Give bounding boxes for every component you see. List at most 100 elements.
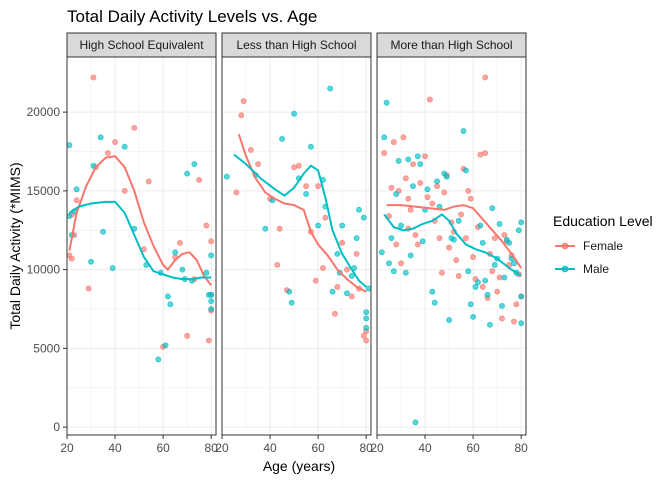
data-point <box>518 293 525 300</box>
legend-title: Education Level <box>553 213 653 229</box>
data-point <box>274 261 281 268</box>
legend-label: Male <box>583 262 609 276</box>
data-point <box>451 236 457 243</box>
smooth-line-female <box>68 155 212 287</box>
data-point <box>85 285 92 292</box>
data-point <box>179 266 186 273</box>
data-point <box>405 156 412 163</box>
data-point <box>496 221 503 227</box>
data-point <box>388 235 395 242</box>
data-point <box>288 299 295 306</box>
data-point <box>223 173 230 180</box>
data-point <box>329 288 336 295</box>
data-point <box>339 239 346 246</box>
data-point <box>446 244 452 251</box>
data-point <box>501 274 508 281</box>
y-tick-label: 0 <box>53 420 60 434</box>
data-point <box>417 161 424 167</box>
data-point <box>381 150 388 156</box>
x-axis-less-than-high-school: 20 40 60 80 <box>215 435 373 455</box>
data-point <box>410 183 416 190</box>
data-point <box>390 139 397 145</box>
data-point <box>208 252 215 259</box>
data-point <box>100 228 106 235</box>
data-point <box>518 320 525 327</box>
data-point <box>177 239 183 246</box>
data-point <box>363 315 370 322</box>
smooth-line-female <box>237 133 367 293</box>
data-point <box>363 337 370 344</box>
data-point <box>344 290 350 297</box>
data-point <box>393 191 400 197</box>
data-point <box>383 99 390 106</box>
data-point <box>496 274 503 281</box>
smooth-line-male <box>383 213 522 277</box>
data-point <box>363 324 370 331</box>
data-point <box>412 232 419 238</box>
y-axis-title: Total Daily Activity (*MIMS) <box>7 162 23 329</box>
x-tick-label: 60 <box>156 441 170 455</box>
data-point <box>320 265 326 271</box>
y-axis: 0 5000 10000 15000 20000 <box>27 105 67 434</box>
data-point <box>66 142 73 149</box>
data-point <box>417 180 424 186</box>
data-point <box>262 225 269 232</box>
data-point <box>494 288 501 295</box>
grid-lines <box>376 57 526 435</box>
data-point <box>467 195 474 202</box>
data-point <box>511 260 517 267</box>
data-point <box>162 342 169 349</box>
data-point <box>184 170 191 177</box>
data-point <box>482 74 489 81</box>
data-point <box>121 143 128 150</box>
data-point <box>434 178 440 185</box>
data-point <box>518 219 525 226</box>
data-point <box>499 315 505 322</box>
x-tick-label: 20 <box>215 441 229 455</box>
data-point <box>419 238 426 245</box>
chart-title: Total Daily Activity Levels vs. Age <box>67 7 317 26</box>
panel-border <box>221 56 372 436</box>
data-point <box>390 268 397 275</box>
x-tick-label: 20 <box>60 441 74 455</box>
data-point <box>112 139 118 145</box>
series-female-points <box>233 98 370 344</box>
data-point <box>513 301 520 308</box>
data-point <box>327 85 334 92</box>
data-point <box>167 301 174 308</box>
x-axis-title: Age (years) <box>263 458 335 474</box>
data-point <box>378 249 385 256</box>
data-point <box>501 232 508 238</box>
smooth-line-male <box>233 153 367 288</box>
data-point <box>460 128 467 134</box>
x-axis-high-school-equivalent: 20 40 60 80 <box>60 435 218 455</box>
data-point <box>414 241 421 248</box>
data-point <box>477 222 484 229</box>
data-point <box>308 143 314 150</box>
data-point <box>491 261 498 268</box>
data-point <box>66 213 73 219</box>
data-point <box>88 258 94 265</box>
x-tick-label: 20 <box>370 441 384 455</box>
y-tick-label: 5000 <box>33 341 60 355</box>
legend-key-point <box>561 265 569 273</box>
y-tick-label: 10000 <box>27 263 61 277</box>
data-point <box>360 332 367 339</box>
data-point <box>356 206 362 213</box>
data-point <box>422 153 428 160</box>
data-point <box>470 313 477 320</box>
data-point <box>208 298 215 305</box>
data-point <box>322 214 329 221</box>
data-point <box>332 310 338 317</box>
series-male-points <box>378 99 525 426</box>
data-point <box>499 302 505 309</box>
data-point <box>353 250 360 257</box>
data-point <box>402 175 409 182</box>
data-point <box>196 176 203 183</box>
data-point <box>348 273 355 279</box>
data-point <box>233 189 240 196</box>
data-point <box>208 291 215 298</box>
data-point <box>398 222 404 229</box>
data-point <box>303 191 310 197</box>
